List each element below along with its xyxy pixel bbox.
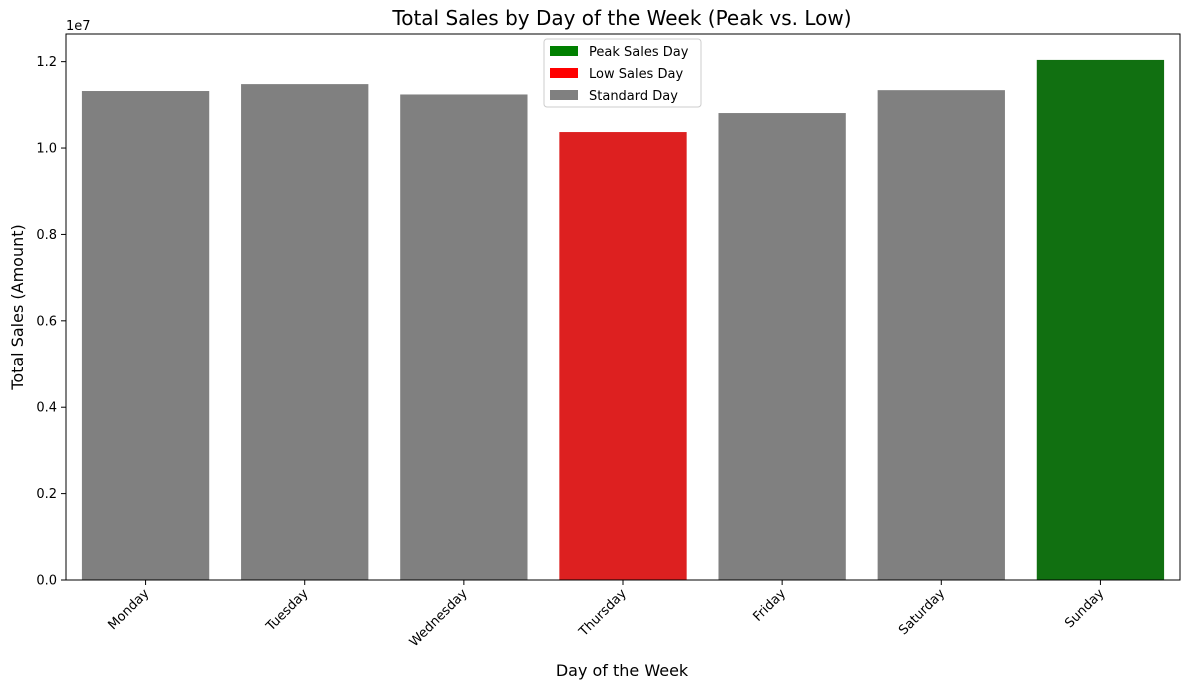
bar-saturday: [877, 90, 1005, 580]
bar-sunday: [1036, 59, 1165, 580]
x-tick-label: Wednesday: [407, 586, 471, 650]
legend-box: [543, 38, 702, 108]
bars-group: [81, 59, 1165, 581]
bar-thursday: [559, 132, 687, 581]
x-axis-ticks: Monday Tuesday Wednesday Thursday Friday Satu…: [105, 580, 1107, 650]
legend-swatch: [550, 46, 578, 56]
bar-monday: [81, 91, 210, 581]
legend-label: Low Sales Day: [589, 67, 683, 82]
y-tick-label: 0.6: [36, 314, 57, 329]
legend: Peak Sales Day Low Sales Day Standard Day: [543, 38, 702, 108]
legend-label: Standard Day: [589, 89, 678, 104]
y-axis-title: Total Sales (Amount): [8, 224, 27, 390]
bar-wednesday: [400, 94, 528, 581]
x-tick-label: Thursday: [576, 586, 630, 640]
x-tick-label: Sunday: [1062, 586, 1107, 631]
bar-friday: [718, 113, 846, 581]
y-axis-ticks: 0.0 0.2 0.4 0.6 0.8 1.0 1.2: [36, 55, 66, 589]
legend-label: Peak Sales Day: [589, 45, 689, 60]
y-tick-label: 1.0: [36, 142, 57, 157]
chart-title: Total Sales by Day of the Week (Peak vs.…: [391, 6, 851, 30]
y-tick-label: 0.2: [36, 487, 57, 502]
y-tick-label: 0.0: [36, 574, 57, 589]
y-tick-label: 0.4: [36, 401, 57, 416]
x-tick-label: Monday: [105, 586, 152, 633]
y-axis-offset-label: 1e7: [66, 19, 91, 34]
legend-swatch: [550, 68, 578, 78]
x-tick-label: Tuesday: [263, 586, 312, 635]
x-tick-label: Saturday: [896, 586, 948, 638]
y-tick-label: 1.2: [36, 55, 57, 70]
plot-area-frame: [65, 33, 1181, 581]
bar-tuesday: [241, 84, 369, 580]
x-axis-title: Day of the Week: [556, 661, 689, 680]
y-tick-label: 0.8: [36, 228, 57, 243]
x-tick-label: Friday: [751, 586, 790, 625]
legend-swatch: [550, 90, 578, 100]
